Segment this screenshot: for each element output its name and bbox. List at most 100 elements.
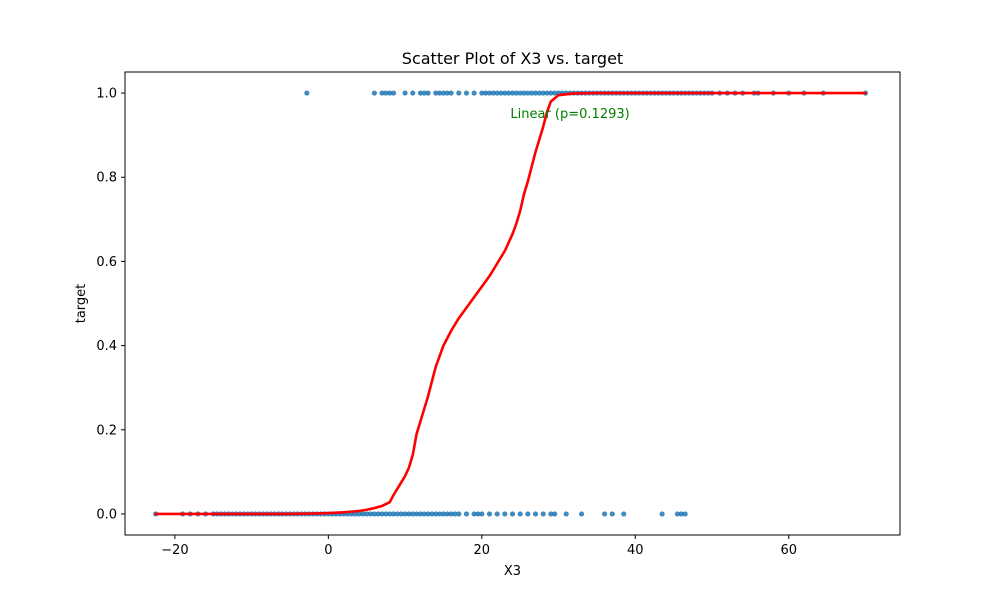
point-target-1-8 [417,90,424,96]
point-target-0-56 [406,511,412,517]
fitted-curve [154,91,867,516]
point-target-1-23 [494,90,500,96]
point-target-1-28 [513,90,519,96]
point-target-0-52 [390,511,397,517]
point-target-0-43 [356,511,362,517]
x-axis-label: X3 [504,564,521,579]
point-target-1-5 [390,90,397,96]
point-target-1-3 [383,90,389,96]
point-target-0-49 [379,511,385,517]
point-target-1-7 [410,90,416,96]
point-target-0-78 [517,511,523,517]
point-target-0-82 [548,511,554,517]
point-target-0-55 [402,511,408,517]
point-target-1-13 [440,90,447,96]
point-target-0-62 [429,511,435,517]
point-target-0-64 [437,511,443,517]
y-tick-label-0: 0.0 [96,507,117,522]
point-target-0-60 [421,511,427,517]
point-target-1-11 [433,90,439,96]
x-tick-label-1: 0 [324,543,332,558]
x-tick-label-3: 40 [627,543,644,558]
point-target-1-18 [471,90,477,96]
y-tick-label-1: 0.2 [96,423,117,438]
point-target-0-46 [367,511,374,517]
point-target-0-54 [398,511,404,517]
point-target-0-44 [360,511,366,517]
point-target-0-92 [682,511,688,517]
point-target-0-65 [440,511,447,517]
y-tick-label-3: 0.6 [96,255,117,270]
point-target-1-24 [498,90,504,96]
x-tick-label-0: −20 [161,543,188,558]
point-target-1-15 [448,90,454,96]
plot-frame [124,71,901,536]
point-target-0-50 [383,511,389,517]
point-target-1-25 [502,90,508,96]
x-tick-label-4: 60 [780,543,797,558]
y-tick-label-2: 0.4 [96,339,117,354]
y-axis-ticks: 0.0 0.2 0.4 0.6 0.8 1.0 [96,87,125,522]
point-target-1-9 [421,90,427,96]
point-target-1-4 [387,90,393,96]
point-target-0-61 [425,511,431,517]
point-target-0-88 [621,511,627,517]
point-target-1-19 [479,90,485,96]
point-target-1-35 [540,90,546,96]
point-target-1-20 [483,90,489,96]
point-target-1-36 [544,90,550,96]
point-target-0-71 [471,511,477,517]
y-tick-label-4: 0.8 [96,171,117,186]
point-target-0-53 [394,511,400,517]
point-target-1-27 [509,90,516,96]
point-target-0-89 [659,511,665,517]
point-target-1-38 [552,90,558,96]
point-target-0-91 [678,511,684,517]
curve-layer [154,91,867,516]
point-target-0-83 [552,511,558,517]
x-axis-ticks: −20 0 20 40 60 [161,535,797,558]
point-target-0-84 [563,511,569,517]
point-target-1-17 [463,90,470,96]
point-target-1-16 [456,90,462,96]
point-target-0-68 [452,511,458,517]
point-target-0-51 [387,511,393,517]
point-target-1-10 [425,90,431,96]
point-target-1-34 [536,90,542,96]
point-target-0-77 [509,511,516,517]
point-target-1-1 [371,90,377,96]
point-target-1-2 [379,90,385,96]
point-target-0-80 [532,511,539,517]
point-target-0-48 [375,511,381,517]
point-target-1-33 [532,90,539,96]
point-target-1-22 [490,90,496,96]
chart-title: Scatter Plot of X3 vs. target [402,49,623,68]
y-axis-label: target [74,284,89,324]
point-target-0-87 [609,511,615,517]
point-target-1-21 [486,90,493,96]
point-target-0-47 [371,511,377,517]
point-target-0-57 [410,511,416,517]
point-target-1-0 [304,90,310,96]
point-target-1-29 [517,90,523,96]
point-target-0-73 [479,511,485,517]
point-target-1-37 [548,90,554,96]
point-target-0-90 [674,511,681,517]
point-target-0-70 [463,511,470,517]
point-target-0-72 [475,511,481,517]
point-target-1-14 [444,90,450,96]
point-target-0-59 [417,511,424,517]
p-value-annotation: Linear (p=0.1293) [510,107,629,122]
point-target-0-75 [494,511,500,517]
y-tick-label-5: 1.0 [96,87,117,102]
point-target-0-86 [601,511,608,517]
point-target-0-81 [540,511,546,517]
point-target-0-63 [433,511,439,517]
point-target-1-31 [525,90,531,96]
point-target-1-12 [437,90,443,96]
point-target-0-85 [578,511,585,517]
point-target-0-79 [525,511,531,517]
point-target-0-58 [413,511,420,517]
